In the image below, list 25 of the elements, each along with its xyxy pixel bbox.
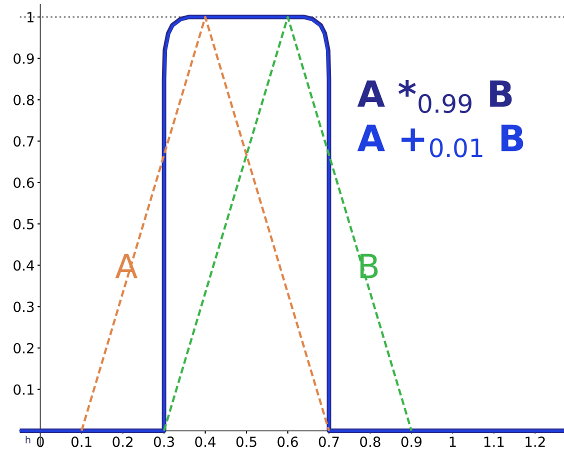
series-label: A *$_{0.99}$ B [357,80,512,114]
x-tick-label: 0.4 [195,436,216,448]
x-tick-label: 0.3 [154,436,174,448]
x-tick-label: 0.9 [401,436,422,448]
x-tick-label: 1.2 [526,436,545,447]
y-tick-label: 0.2 [14,342,34,354]
annotation: h [26,436,30,444]
y-tick-label: 0.6 [14,177,34,188]
y-tick-label: 0.8 [14,94,34,106]
x-tick-label: 0.7 [318,436,339,448]
x-tick-label: 0.5 [236,436,256,448]
y-tick-label: 0.5 [14,218,34,230]
x-tick-label: 0.2 [112,436,132,448]
series-label: A +$_{0.01}$ B [357,124,524,158]
y-tick-label: 0.4 [14,260,34,271]
y-tick-label: 0.9 [14,53,34,64]
x-tick-label: 0.8 [360,436,380,448]
x-tick-label: 0.1 [71,436,92,448]
y-tick-label: 0.7 [14,136,34,147]
x-tick-label: 1 [450,436,456,447]
y-tick-label: 0.1 [14,384,34,395]
x-tick-label: 0.6 [278,436,298,448]
y-tick-label: 0.3 [14,302,34,312]
y-tick-label: 1 [27,12,34,22]
x-tick-label: 1.1 [484,436,504,447]
